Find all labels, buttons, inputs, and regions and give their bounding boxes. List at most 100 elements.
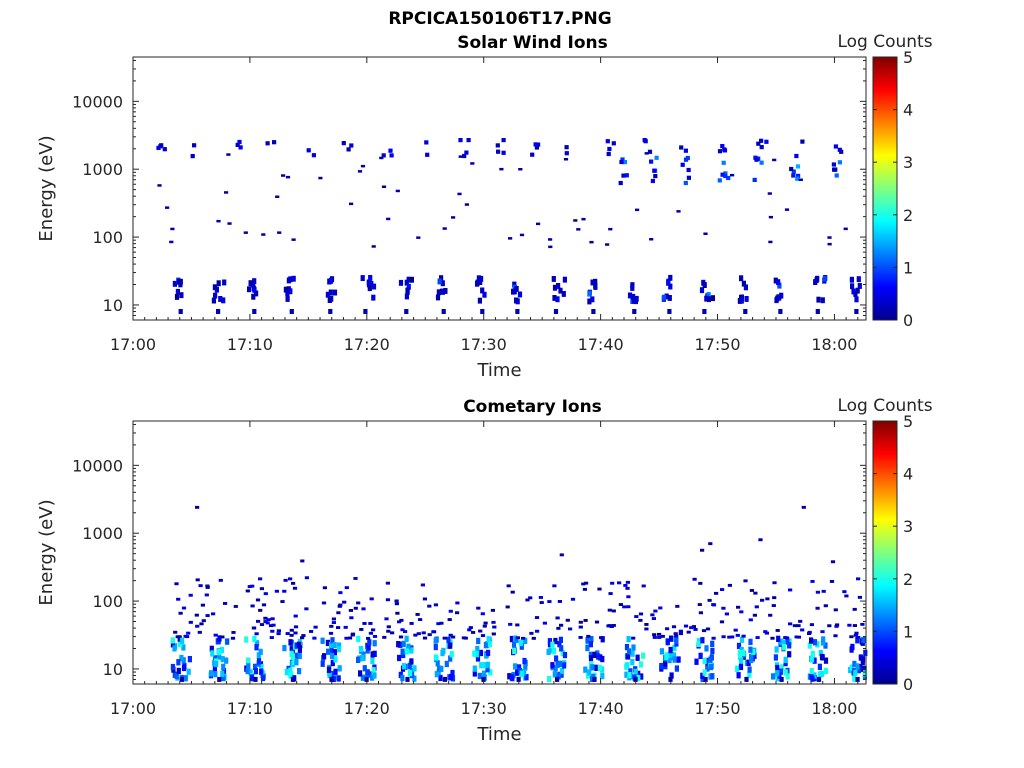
heatmap-cell: [605, 139, 610, 144]
heatmap-cell: [514, 286, 519, 292]
heatmap-cell: [487, 641, 493, 648]
heatmap-cell: [409, 622, 414, 625]
heatmap-cell: [668, 274, 673, 281]
heatmap-cell: [652, 168, 657, 173]
heatmap-cell: [291, 275, 296, 282]
x-tick-label: 17:00: [110, 699, 156, 718]
heatmap-cell: [827, 236, 832, 239]
heatmap-cell: [788, 588, 793, 592]
heatmap-cell: [652, 636, 657, 639]
heatmap-cell: [188, 620, 193, 624]
heatmap-cell: [849, 664, 854, 671]
heatmap-cell: [427, 633, 432, 637]
colorbar-tick-label: 4: [903, 101, 913, 120]
heatmap-cell: [372, 635, 378, 638]
heatmap-cell: [258, 608, 263, 612]
heatmap-cell: [362, 622, 367, 625]
heatmap-cell: [363, 309, 368, 314]
heatmap-cell: [458, 155, 463, 158]
heatmap-cell: [372, 672, 377, 679]
heatmap-cell: [596, 653, 601, 660]
heatmap-cell: [259, 623, 265, 626]
heatmap-cell: [386, 217, 391, 221]
heatmap-cell: [349, 616, 354, 620]
heatmap-cell: [488, 669, 493, 676]
heatmap-cell: [710, 673, 715, 680]
heatmap-cell: [784, 208, 790, 211]
heatmap-cell: [186, 631, 191, 635]
heatmap-cell: [519, 233, 525, 237]
heatmap-cell: [406, 276, 411, 283]
heatmap-cell: [367, 285, 372, 292]
x-tick-label: 17:20: [344, 335, 390, 354]
heatmap-cell: [371, 628, 376, 632]
heatmap-cell: [636, 670, 641, 677]
heatmap-cell: [590, 664, 595, 671]
colorbar-tick-label: 2: [903, 206, 913, 225]
heatmap-cell: [626, 653, 631, 660]
heatmap-cell: [322, 653, 327, 660]
heatmap-cell: [165, 206, 170, 209]
heatmap-cell: [246, 663, 251, 670]
heatmap-cell: [369, 281, 374, 287]
heatmap-cell: [506, 584, 511, 588]
heatmap-cell: [857, 283, 862, 289]
heatmap-cell: [812, 639, 818, 646]
heatmap-cell: [548, 238, 553, 241]
heatmap-cell: [701, 629, 707, 633]
heatmap-cell: [293, 625, 299, 629]
heatmap-cell: [651, 617, 656, 620]
heatmap-cell: [218, 578, 223, 582]
heatmap-cell: [483, 662, 488, 669]
heatmap-cell: [647, 149, 653, 154]
heatmap-cell: [216, 648, 221, 656]
heatmap-cell: [598, 654, 603, 661]
heatmap-cell: [674, 637, 679, 644]
heatmap-cell: [261, 603, 267, 607]
heatmap-cell: [842, 590, 847, 594]
heatmap-cell: [816, 296, 821, 303]
heatmap-cell: [619, 159, 624, 165]
heatmap-cell: [360, 674, 365, 681]
heatmap-cell: [536, 222, 541, 226]
heatmap-cell: [671, 652, 677, 659]
heatmap-cell: [321, 601, 327, 605]
heatmap-cell: [347, 636, 353, 640]
heatmap-cell: [358, 645, 363, 653]
heatmap-cell: [205, 584, 210, 588]
heatmap-cell: [736, 642, 742, 650]
heatmap-cell: [244, 636, 249, 643]
heatmap-cell: [276, 629, 281, 633]
heatmap-cell: [816, 676, 822, 682]
heatmap-cell: [412, 665, 417, 672]
heatmap-cell: [220, 670, 225, 677]
heatmap-cell: [773, 277, 778, 284]
heatmap-cell: [700, 637, 705, 644]
heatmap-cell: [710, 640, 715, 647]
heatmap-cell: [837, 160, 842, 165]
heatmap-cell: [401, 663, 407, 670]
heatmap-cell: [775, 295, 780, 302]
heatmap-cell: [683, 148, 688, 153]
heatmap-cell: [325, 291, 330, 298]
heatmap-cell: [815, 641, 820, 648]
heatmap-cell: [515, 623, 520, 627]
heatmap-cell: [368, 631, 373, 635]
heatmap-cell: [329, 676, 334, 682]
heatmap-cell: [783, 669, 788, 676]
heatmap-cell: [852, 624, 857, 627]
heatmap-cell: [674, 634, 679, 638]
heatmap-cell: [213, 671, 218, 678]
heatmap-cell: [507, 673, 512, 680]
heatmap-cell: [205, 586, 210, 589]
heatmap-cell: [550, 662, 555, 669]
heatmap-cell: [856, 635, 861, 639]
heatmap-cell: [775, 664, 780, 672]
heatmap-cell: [448, 609, 453, 613]
heatmap-cell: [819, 653, 825, 661]
heatmap-cell: [782, 643, 787, 651]
heatmap-cell: [620, 157, 625, 162]
heatmap-cell: [159, 143, 164, 148]
heatmap-cell: [326, 666, 332, 673]
heatmap-cell: [723, 171, 728, 176]
